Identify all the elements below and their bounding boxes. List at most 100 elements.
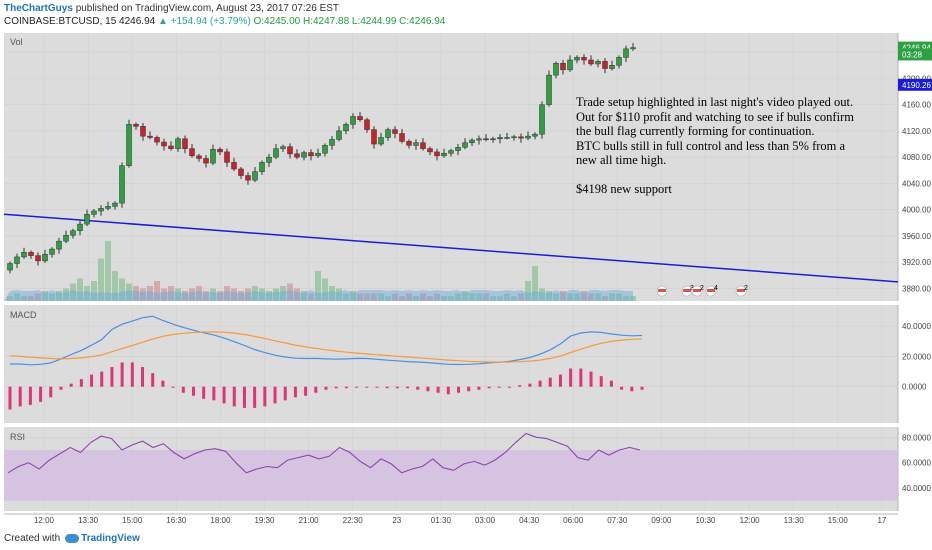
event-flag-stripe — [707, 289, 715, 292]
candle-body — [581, 57, 587, 61]
candle-body — [392, 129, 398, 134]
ohlc-values: O:4245.00 H:4247.88 L:4244.99 C:4246.94 — [253, 16, 446, 27]
volume-bar — [595, 293, 601, 301]
volume-bar — [245, 288, 251, 301]
volume-bar — [623, 296, 629, 301]
macd-histogram-bar — [609, 380, 613, 387]
candle-body — [77, 223, 83, 231]
macd-histogram-bar — [426, 386, 430, 392]
volume-bar — [63, 288, 69, 301]
tradingview-cloud-icon — [65, 533, 80, 543]
volume-bar — [84, 286, 90, 301]
candle-body — [343, 124, 349, 132]
macd-histogram-bar — [375, 386, 379, 388]
candle-body — [91, 210, 97, 215]
x-tick-label: 07:30 — [607, 516, 628, 525]
macd-histogram-bar — [18, 386, 22, 407]
macd-histogram-bar — [334, 386, 338, 389]
candle-body — [42, 254, 48, 262]
volume-bar — [469, 293, 475, 301]
support-note: $4198 new support — [576, 181, 672, 196]
volume-bar — [112, 271, 118, 301]
macd-histogram-bar — [528, 383, 532, 387]
volume-bar — [266, 291, 272, 301]
candle-body — [497, 137, 503, 140]
candle-body — [238, 168, 244, 176]
candle-body — [133, 124, 139, 127]
annotation-line: Trade setup highlighted in last night's … — [576, 95, 854, 109]
candle-body — [504, 137, 510, 139]
event-flag-stripe — [693, 289, 701, 292]
event-flag-count: 3 — [690, 285, 694, 292]
macd-histogram-bar — [324, 386, 328, 390]
macd-histogram-bar — [620, 386, 624, 390]
x-tick-label: 22:30 — [343, 516, 364, 525]
candle-body — [448, 150, 454, 154]
candle-body — [539, 104, 545, 135]
volume-bar — [56, 291, 62, 301]
macd-histogram-bar — [558, 374, 562, 387]
candle-body — [420, 142, 426, 149]
candle-body — [98, 208, 104, 212]
macd-histogram-bar — [191, 386, 195, 396]
candle-body — [329, 139, 335, 146]
x-tick-label: 15:00 — [828, 516, 849, 525]
volume-bar — [126, 283, 132, 301]
volume-bar — [371, 293, 377, 301]
tradingview-brand[interactable]: TradingView — [81, 533, 140, 544]
macd-histogram-bar — [487, 386, 491, 389]
trade-annotation: Trade setup highlighted in last night's … — [576, 95, 876, 196]
trendline — [3, 213, 899, 283]
x-tick-label: 12:00 — [740, 516, 761, 525]
event-flag-stripe — [683, 289, 691, 292]
macd-histogram-bar — [130, 362, 134, 387]
macd-histogram-bar — [242, 386, 246, 408]
candle-body — [35, 255, 41, 262]
candle-body — [350, 116, 356, 125]
macd-histogram-bar — [90, 374, 94, 387]
candle-body — [518, 136, 524, 139]
candle-body — [588, 59, 594, 65]
macd-histogram-bar — [467, 386, 471, 392]
macd-histogram-bar — [457, 386, 461, 393]
candle-body — [567, 59, 573, 71]
macd-histogram-bar — [344, 386, 348, 389]
volume-bar — [238, 291, 244, 301]
volume-bar — [301, 291, 307, 301]
macd-histogram-bar — [395, 386, 399, 389]
signal-line — [9, 331, 643, 363]
volume-bar — [574, 293, 580, 301]
volume-bar — [602, 296, 608, 301]
candle-body — [630, 47, 636, 50]
volume-bar — [329, 286, 335, 301]
macd-histogram-bar — [181, 386, 185, 393]
macd-histogram-bar — [28, 386, 32, 405]
price-label-text: 4246.94 — [902, 44, 931, 53]
author-name[interactable]: TheChartGuys — [4, 3, 73, 14]
macd-histogram-bar — [161, 380, 165, 387]
macd-histogram-bar — [548, 377, 552, 387]
macd-histogram-bar — [599, 376, 603, 387]
volume-bar — [490, 296, 496, 301]
volume-bar — [224, 286, 230, 301]
candle-body — [168, 145, 174, 149]
volume-bar — [378, 293, 384, 301]
y-tick-label: 3920.00 — [902, 258, 931, 267]
volume-bar — [546, 291, 552, 301]
macd-histogram-bar — [446, 386, 450, 395]
macd-histogram-bar — [569, 368, 573, 387]
macd-histogram-bar — [69, 383, 73, 387]
candle-body — [378, 137, 384, 145]
volume-bar — [280, 286, 286, 301]
annotation-line: new all time high. — [576, 153, 667, 167]
volume-bar — [518, 293, 524, 301]
candle-body — [140, 126, 146, 137]
candle-body — [154, 137, 160, 143]
chart-area[interactable]: 4240.004200.004160.004120.004080.004040.… — [0, 29, 932, 533]
y-tick-label: 60.0000 — [902, 459, 931, 468]
volume-bar — [315, 271, 321, 301]
macd-histogram-bar — [8, 386, 12, 410]
volume-bar — [14, 293, 20, 301]
macd-histogram-bar — [202, 386, 206, 399]
candle-body — [287, 146, 293, 155]
